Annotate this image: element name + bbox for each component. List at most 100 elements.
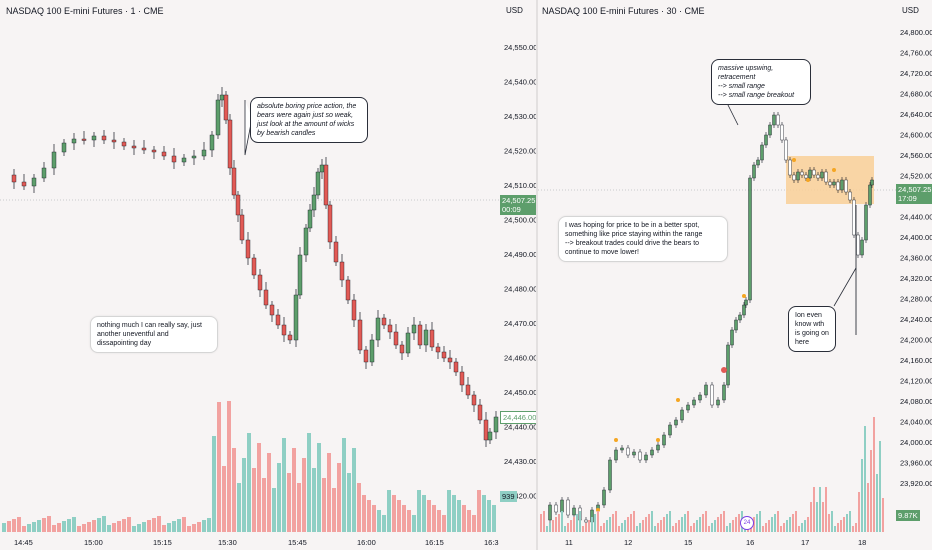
right-candle — [844, 179, 848, 193]
right-candle — [744, 299, 748, 306]
left-volume-bar — [162, 525, 166, 532]
right-volume-bar — [849, 511, 851, 532]
left-volume-bar — [382, 515, 386, 532]
left-price-chart[interactable]: 24,550.00 24,540.00 24,530.00 24,520.00 24,5… — [0, 0, 536, 550]
right-volume-bar — [774, 514, 776, 532]
right-candle — [870, 179, 874, 186]
left-candle — [493, 416, 499, 433]
right-volume-bar — [660, 520, 662, 532]
right-volume-bar — [672, 526, 674, 532]
left-candle — [223, 94, 229, 121]
right-y-tick-label: 24,400.00 — [900, 233, 932, 242]
left-candle — [245, 239, 251, 259]
left-volume-bar — [352, 448, 356, 532]
left-candle — [399, 344, 405, 354]
left-volume-bar — [247, 433, 251, 532]
left-volume-bar — [217, 402, 221, 532]
left-volume-bar — [392, 495, 396, 532]
right-candle — [776, 114, 780, 126]
left-volume-bar — [462, 505, 466, 532]
right-volume-bar — [600, 526, 602, 532]
right-volume-bar — [834, 526, 836, 532]
left-candle — [465, 384, 471, 396]
right-y-tick-label: 24,800.00 — [900, 28, 932, 37]
left-candle — [257, 274, 263, 291]
left-candle — [287, 334, 293, 341]
left-volume-bar — [427, 500, 431, 532]
right-price-chart[interactable]: 24,800.00 24,760.00 24,720.00 24,680.00 24,6… — [538, 0, 932, 550]
left-volume-bar — [362, 495, 366, 532]
left-y-tick-label: 24,530.00 — [504, 112, 536, 121]
left-candle — [483, 419, 489, 441]
right-candle — [554, 504, 558, 513]
right-signal-marker — [832, 168, 836, 172]
left-volume-bar — [252, 468, 256, 532]
right-currency-label[interactable]: USD — [902, 6, 919, 15]
right-candle — [738, 314, 742, 321]
left-note-top: absolute boring price action, the bears … — [250, 97, 368, 143]
right-volume-bar — [723, 511, 725, 532]
right-candle — [566, 499, 570, 516]
right-x-tick-label: 16 — [746, 538, 754, 547]
left-volume-bar — [202, 520, 206, 532]
right-y-tick-label: 24,320.00 — [900, 274, 932, 283]
left-y-tick-label: 24,550.00 — [504, 43, 536, 52]
right-y-tick-label: 23,920.00 — [900, 479, 932, 488]
left-volume-bar — [267, 453, 271, 532]
left-candle — [477, 404, 483, 421]
right-chart-pane[interactable]: NASDAQ 100 E-mini Futures · 30 · CME USD… — [538, 0, 932, 550]
right-volume-bar — [612, 514, 614, 532]
left-volume-bar — [442, 515, 446, 532]
left-volume-bar — [317, 443, 321, 532]
right-volume-bar — [654, 526, 656, 532]
left-y-tick-label: 24,490.00 — [504, 250, 536, 259]
right-volume-bar — [792, 514, 794, 532]
right-y-tick-label: 24,560.00 — [900, 151, 932, 160]
left-volume-bar — [297, 483, 301, 532]
left-candle — [61, 142, 67, 153]
right-volume-bar — [828, 514, 830, 532]
right-volume-bar — [867, 483, 869, 532]
left-candle — [227, 119, 233, 169]
left-candle — [41, 167, 47, 179]
right-candle — [760, 144, 764, 161]
left-candle — [131, 145, 137, 149]
right-volume-bar — [705, 511, 707, 532]
left-volume-bar — [22, 526, 26, 532]
right-volume-bar — [852, 526, 854, 532]
left-volume-bar — [32, 522, 36, 532]
right-candle — [608, 459, 612, 491]
left-volume-bar — [102, 516, 106, 532]
left-volume-bar — [467, 510, 471, 532]
left-candle — [275, 314, 281, 326]
right-volume-bar — [768, 520, 770, 532]
left-candle — [235, 194, 241, 216]
right-volume-bar — [822, 502, 824, 532]
event-calendar-icon[interactable]: 24 — [740, 516, 754, 530]
left-y-tick-label: 24,460.00 — [504, 354, 536, 363]
right-volume-bar — [735, 517, 737, 532]
right-volume-bar — [783, 523, 785, 532]
right-volume-bar — [804, 520, 806, 532]
right-volume-bar — [801, 523, 803, 532]
left-candle — [239, 214, 245, 241]
left-currency-label[interactable]: USD — [506, 6, 523, 15]
left-volume-bar — [337, 463, 341, 532]
left-candle — [297, 254, 303, 296]
left-candle — [351, 299, 357, 321]
right-candle — [638, 451, 642, 461]
pane-divider[interactable] — [536, 0, 538, 550]
right-candle — [772, 114, 776, 126]
right-candle — [632, 451, 636, 456]
left-candle — [191, 155, 197, 159]
left-volume-bar — [282, 438, 286, 532]
left-candle — [307, 209, 313, 229]
left-candle — [281, 324, 287, 336]
right-volume-bar — [810, 502, 812, 532]
left-chart-pane[interactable]: NASDAQ 100 E-mini Futures · 1 · CME USD … — [0, 0, 536, 550]
right-candle — [726, 344, 730, 386]
left-candle — [161, 151, 167, 157]
right-candle — [848, 191, 852, 201]
left-candle — [171, 155, 177, 163]
left-y-tick-label: 24,480.00 — [504, 285, 536, 294]
